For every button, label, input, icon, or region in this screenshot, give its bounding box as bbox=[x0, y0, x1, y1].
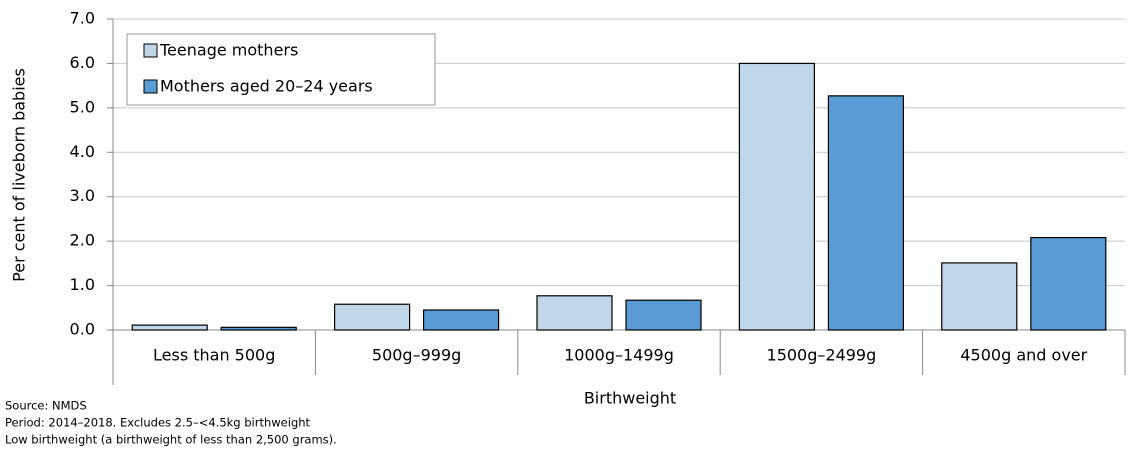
bar bbox=[625, 299, 702, 331]
x-tick-label: 1500g–2499g bbox=[767, 346, 877, 365]
y-tick-label: 5.0 bbox=[70, 97, 95, 116]
bar bbox=[1030, 236, 1107, 331]
bar bbox=[334, 303, 411, 331]
bar bbox=[423, 309, 500, 331]
legend-box bbox=[126, 33, 436, 106]
note: Source: NMDS bbox=[5, 399, 87, 413]
legend-label: Teenage mothers bbox=[159, 41, 298, 60]
y-tick-label: 4.0 bbox=[70, 142, 95, 161]
bar bbox=[941, 262, 1018, 331]
y-tick-label: 7.0 bbox=[70, 9, 95, 28]
bar bbox=[738, 62, 816, 331]
legend-label: Mothers aged 20–24 years bbox=[160, 77, 373, 96]
y-tick-label: 6.0 bbox=[70, 53, 95, 72]
legend-swatch bbox=[143, 79, 158, 94]
bar bbox=[220, 326, 297, 331]
y-tick-label: 1.0 bbox=[70, 275, 95, 294]
y-tick-label: 0.0 bbox=[70, 320, 95, 339]
note: Period: 2014–2018. Excludes 2.5–<4.5kg b… bbox=[5, 416, 311, 430]
x-tick-label: 4500g and over bbox=[960, 346, 1087, 365]
bar bbox=[536, 295, 613, 331]
y-tick-label: 2.0 bbox=[70, 231, 95, 250]
x-tick-label: Less than 500g bbox=[153, 346, 275, 365]
bar bbox=[827, 95, 905, 331]
note: Low birthweight (a birthweight of less t… bbox=[5, 433, 337, 447]
y-axis-title: Per cent of liveborn babies bbox=[10, 68, 29, 282]
x-tick-label: 500g–999g bbox=[372, 346, 461, 365]
y-tick-label: 3.0 bbox=[70, 186, 95, 205]
bar bbox=[131, 324, 208, 331]
legend-swatch bbox=[143, 43, 158, 58]
x-axis-title: Birthweight bbox=[584, 389, 676, 408]
x-tick-label: 1000g–1499g bbox=[564, 346, 674, 365]
